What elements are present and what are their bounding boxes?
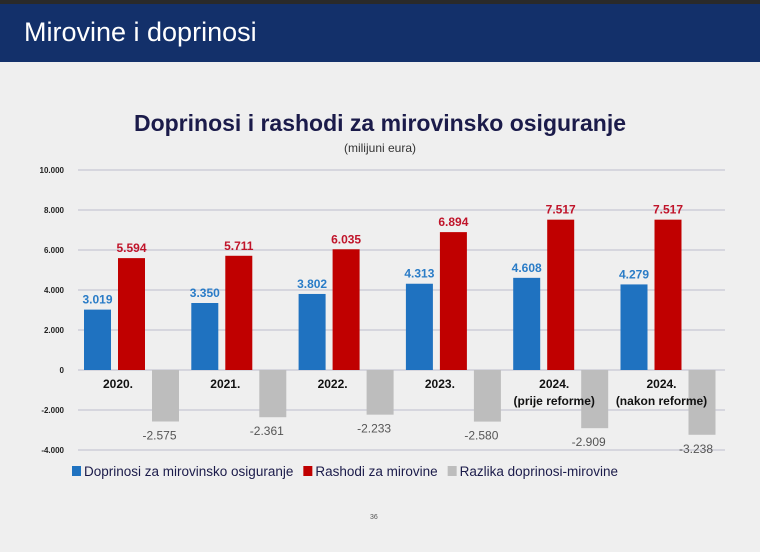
bar-contributions [620,284,648,370]
bar-expenditures [332,249,360,370]
data-label: 7.517 [546,203,576,217]
y-tick-label: 2.000 [44,326,65,335]
data-label: -2.233 [357,422,391,436]
legend-label: Razlika doprinosi-mirovine [460,464,618,479]
data-label: -3.238 [679,442,713,456]
bar-difference [688,370,716,435]
data-label: 6.894 [438,215,468,229]
data-label: 6.035 [331,232,361,246]
bar-contributions [84,309,111,370]
bar-difference [152,370,179,422]
data-label: 7.517 [653,203,683,217]
y-tick-label: -2.000 [41,406,64,415]
category-label: 2023. [425,377,455,391]
data-label: -2.580 [464,429,498,443]
data-label: 5.594 [116,241,146,255]
bar-contributions [298,293,326,370]
data-label: -2.909 [572,435,606,449]
category-label: (prije reforme) [514,394,595,408]
y-tick-label: 0 [60,366,65,375]
chart-title: Doprinosi i rashodi za mirovinsko osigur… [133,110,627,136]
bar-expenditures [654,219,682,370]
bar-expenditures [547,219,575,370]
slide-title: Mirovine i doprinosi [24,17,257,47]
legend-swatch [447,466,457,476]
data-label: -2.361 [250,424,284,438]
bar-difference [581,370,609,429]
bar-expenditures [439,232,467,370]
page-number: 36 [370,514,378,521]
bar-expenditures [118,258,145,370]
data-label: 3.350 [190,286,220,300]
slide-header: Mirovine i doprinosi [0,4,760,62]
data-label: 4.608 [512,261,542,275]
legend-label: Doprinosi za mirovinsko osiguranje [84,464,293,479]
category-label: 2022. [318,377,348,391]
legend-label: Rashodi za mirovine [315,464,437,479]
data-label: -2.575 [142,429,176,443]
top-border [0,0,760,4]
category-label: 2024. [539,377,569,391]
y-tick-label: 4.000 [44,286,65,295]
category-label: 2021. [210,377,240,391]
legend-swatch [303,466,313,476]
y-tick-label: -4.000 [41,446,64,455]
category-label: (nakon reforme) [616,394,707,408]
bar-expenditures [225,255,253,370]
data-label: 3.802 [297,277,327,291]
chart-subtitle: (milijuni eura) [343,141,417,155]
data-label: 3.019 [82,293,112,307]
y-tick-label: 8.000 [44,206,65,215]
legend-swatch [72,466,81,476]
bar-contributions [513,277,541,370]
data-label: 5.711 [224,239,254,253]
category-label: 2020. [103,377,133,391]
y-tick-label: 10.000 [40,166,65,175]
y-tick-label: 6.000 [44,246,65,255]
bar-difference [366,370,394,415]
data-label: 4.313 [404,267,434,281]
bar-contributions [191,303,219,370]
bar-difference [473,370,501,422]
bar-contributions [405,283,433,370]
data-label: 4.279 [619,267,649,281]
bar-difference [259,370,287,418]
category-label: 2024. [646,377,676,391]
